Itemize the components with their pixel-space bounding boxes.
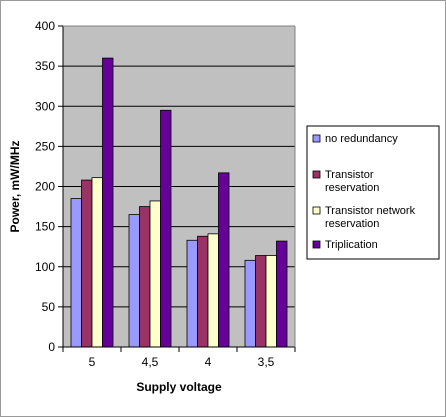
bar [149, 200, 161, 348]
legend-label: no redundancy [325, 133, 398, 145]
y-tick-label: 150 [35, 220, 55, 234]
bar [139, 206, 151, 348]
legend-swatch [312, 206, 321, 215]
y-tick-label: 100 [35, 260, 55, 274]
legend: no redundancy Transistor reservation Transi… [306, 125, 440, 260]
bar [255, 255, 267, 348]
legend-label: Transistor reservation [325, 169, 379, 194]
y-tick-label: 0 [48, 340, 55, 354]
x-tick-labels: 5 4,5 4 3,5 [89, 355, 275, 369]
bar [218, 172, 230, 348]
legend-swatch [312, 134, 321, 143]
y-tick-label: 300 [35, 99, 55, 113]
x-tick-label: 5 [89, 355, 96, 369]
bar [186, 239, 198, 348]
y-tick-label: 400 [35, 19, 55, 33]
legend-swatch [312, 170, 321, 179]
bar [207, 233, 219, 348]
legend-box [306, 125, 440, 260]
x-tick-label: 4 [205, 355, 212, 369]
bar [265, 255, 277, 348]
bar [128, 214, 140, 348]
bar [197, 235, 209, 348]
y-tick-label: 50 [42, 300, 56, 314]
bar [244, 259, 256, 348]
y-tick-labels: 0 50 100 150 200 250 300 350 400 [35, 19, 55, 354]
bar [276, 240, 288, 348]
legend-label: Triplication [325, 239, 378, 251]
x-axis-title: Supply voltage [136, 380, 222, 394]
legend-label: Transistor network reservation [325, 205, 416, 230]
x-tick-label: 4,5 [142, 355, 159, 369]
bar [91, 177, 103, 348]
y-axis-title: Power, mW/MHz [8, 140, 22, 232]
bar [70, 198, 82, 348]
bar [102, 57, 114, 348]
bars [70, 57, 288, 348]
bar [81, 179, 93, 348]
bar [160, 109, 172, 348]
legend-swatch [312, 240, 321, 249]
y-tick-label: 250 [35, 139, 55, 153]
axes [58, 25, 296, 352]
y-tick-label: 200 [35, 180, 55, 194]
x-tick-label: 3,5 [258, 355, 275, 369]
y-tick-label: 350 [35, 59, 55, 73]
